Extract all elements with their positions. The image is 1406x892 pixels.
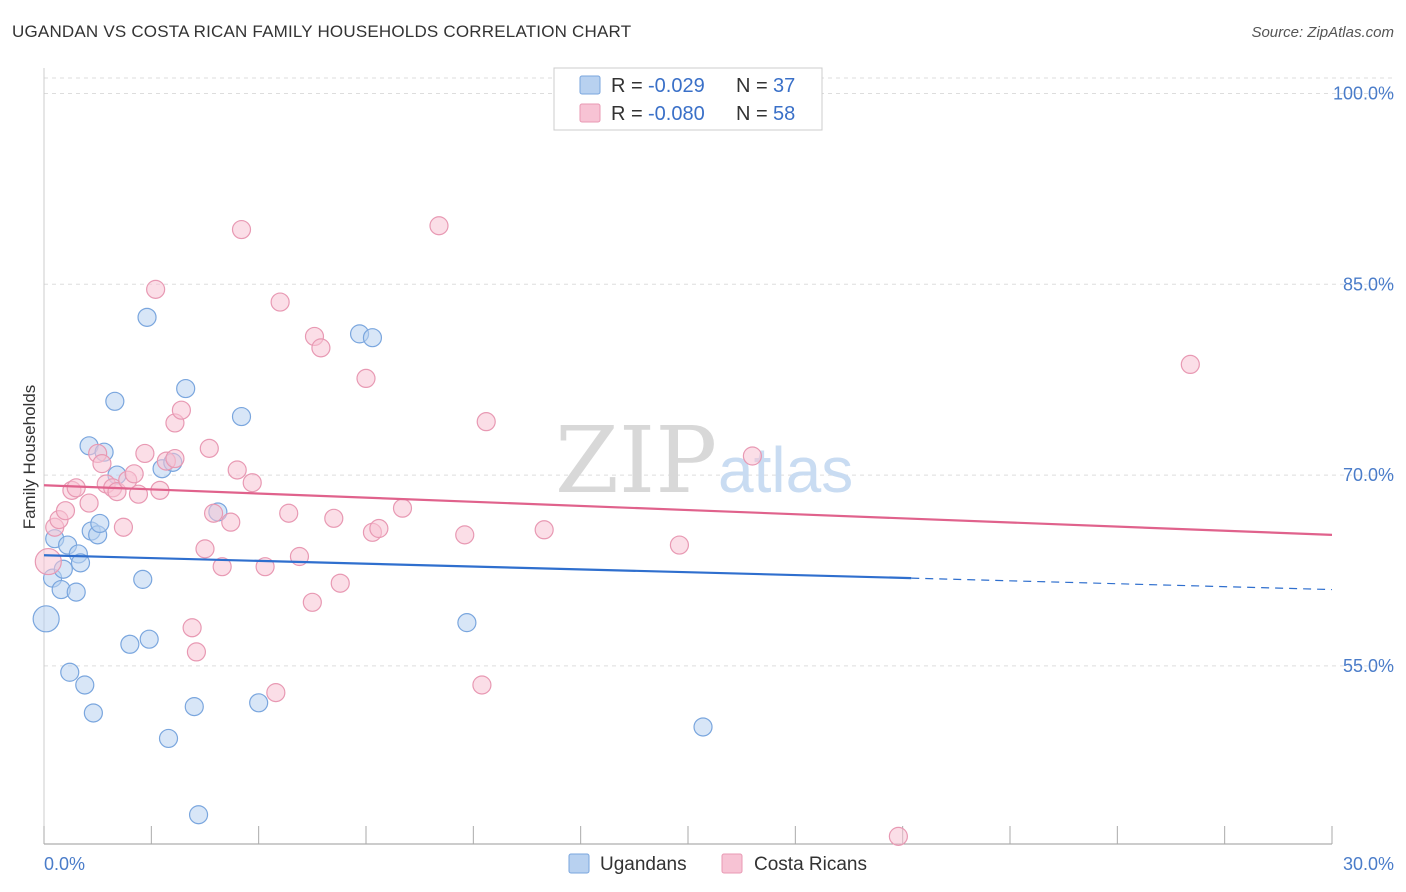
ugandans-point (184, 697, 204, 717)
costa-ricans-point (186, 642, 207, 662)
ugandans-point (133, 569, 153, 589)
costa-ricans-point (669, 535, 690, 555)
costa-ricans-point (227, 460, 247, 480)
ugandans-point (60, 662, 80, 682)
costa-ricans-point (113, 517, 134, 537)
ugandans-point (83, 703, 103, 723)
costa-ricans-point (392, 498, 413, 518)
y-tick-label: 100.0% (1333, 83, 1394, 103)
legend-n-value-1: 37 (773, 75, 795, 97)
ugandans-point (105, 391, 125, 411)
x-tick-label-min: 0.0% (44, 854, 85, 874)
costa-ricans-point (311, 338, 331, 358)
legend-swatch-pink (579, 103, 601, 123)
x-tick-label-max: 30.0% (1343, 854, 1394, 874)
bottom-legend-swatch-costa-ricans (721, 853, 743, 874)
costa-ricans-point (742, 446, 763, 466)
costa-ricans-point (221, 512, 241, 532)
costa-ricans-point (135, 443, 155, 464)
ugandans-point (158, 728, 179, 749)
costa-ricans-point (92, 454, 112, 474)
costa-ricans-point (266, 683, 286, 703)
costa-ricans-point (195, 539, 215, 559)
watermark-atlas: atlas (718, 434, 853, 506)
costa-ricans-point (171, 400, 191, 420)
costa-ricans-point (472, 675, 492, 695)
y-tick-label: 55.0% (1343, 656, 1394, 676)
bottom-legend-label-ugandans: Ugandans (600, 854, 687, 875)
ugandans-point (70, 553, 91, 573)
ugandans-point (693, 717, 713, 737)
costa-ricans-point (302, 592, 322, 612)
legend-n-value-2: 58 (773, 103, 795, 125)
ugandans-point (176, 378, 196, 399)
costa-ricans-point (1180, 354, 1200, 375)
costa-ricans-point (242, 473, 262, 493)
source-label: Source: ZipAtlas.com (1251, 24, 1394, 41)
costa-ricans-point (231, 219, 252, 240)
costa-ricans-point (429, 216, 449, 236)
costa-ricans-point (455, 525, 475, 545)
ugandans-points (32, 307, 713, 825)
bottom-legend-swatch-ugandans (568, 853, 590, 874)
costa-ricans-point (324, 508, 344, 528)
ugandans-point (188, 805, 209, 825)
costa-ricans-point (212, 557, 232, 577)
chart-title: UGANDAN VS COSTA RICAN FAMILY HOUSEHOLDS… (12, 22, 632, 41)
legend-r-label-2: R = (611, 103, 643, 125)
costa-ricans-point (199, 438, 219, 458)
y-tick-label: 85.0% (1343, 274, 1394, 294)
legend-n-label-1: N = (736, 75, 768, 97)
trend-lines (43, 484, 1333, 591)
legend-n-label-2: N = (736, 103, 768, 125)
costa-ricans-point (203, 503, 224, 523)
ugandans-point (66, 582, 86, 602)
ugandans-point (139, 629, 159, 649)
ugandans-trend-line (43, 554, 912, 580)
ugandans-point (75, 675, 95, 695)
costa-ricans-point (165, 448, 185, 469)
legend-r-value-2: -0.080 (648, 103, 705, 125)
costa-ricans-point (369, 518, 389, 539)
ugandans-point (137, 307, 157, 327)
y-axis-label: Family Households (20, 385, 39, 530)
costa-ricans-trend-line (43, 484, 1333, 536)
costa-ricans-point (34, 547, 62, 576)
legend-r-label-1: R = (611, 75, 643, 97)
costa-ricans-point (476, 412, 496, 432)
ugandans-point (120, 634, 140, 654)
costa-ricans-point (182, 618, 202, 638)
costa-ricans-point (79, 493, 99, 513)
costa-ricans-point (888, 826, 908, 846)
ugandans-point (249, 693, 269, 713)
y-tick-labels: 55.0% 70.0% 85.0% 100.0% (1333, 83, 1394, 675)
watermark: ZIP atlas (555, 407, 853, 514)
ugandans-point (32, 605, 60, 633)
bottom-legend-label-costa-ricans: Costa Ricans (754, 854, 867, 875)
costa-ricans-point (124, 464, 144, 484)
ugandans-point (231, 406, 252, 427)
costa-ricans-point (330, 573, 350, 593)
costa-ricans-points (34, 216, 1200, 846)
costa-ricans-point (534, 520, 554, 540)
y-tick-label: 70.0% (1343, 465, 1394, 485)
watermark-zip: ZIP (555, 407, 717, 514)
costa-ricans-point (55, 501, 76, 521)
x-axis-ticks (43, 826, 1333, 844)
ugandans-point (457, 613, 477, 633)
costa-ricans-point (356, 368, 376, 388)
bottom-legend: Ugandans Costa Ricans (568, 853, 867, 875)
costa-ricans-point (279, 503, 299, 523)
ugandans-point (362, 328, 383, 348)
costa-ricans-point (146, 279, 166, 299)
costa-ricans-point (270, 292, 290, 312)
ugandans-trend-extension (911, 577, 1333, 591)
legend-swatch-blue (579, 75, 601, 95)
legend-r-value-1: -0.029 (648, 75, 705, 97)
ugandans-point (90, 513, 110, 534)
legend-box: R = -0.029 N = 37 R = -0.080 N = 58 (553, 67, 823, 131)
